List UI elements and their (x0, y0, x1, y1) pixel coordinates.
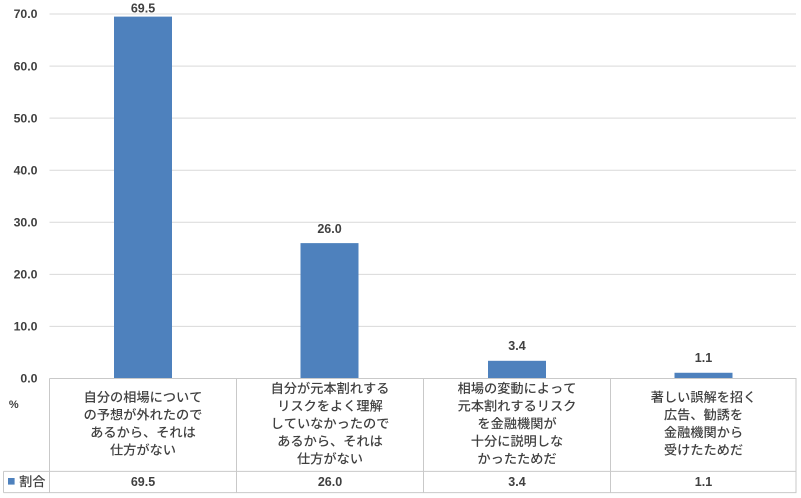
svg-text:3.4: 3.4 (508, 339, 525, 353)
svg-text:26.0: 26.0 (318, 475, 342, 489)
svg-text:1.1: 1.1 (695, 351, 712, 365)
svg-text:69.5: 69.5 (131, 475, 155, 489)
svg-text:69.5: 69.5 (131, 2, 155, 16)
svg-text:50.0: 50.0 (14, 111, 38, 125)
svg-text:20.0: 20.0 (14, 268, 38, 282)
svg-text:26.0: 26.0 (317, 222, 341, 236)
svg-text:1.1: 1.1 (695, 475, 712, 489)
svg-text:10.0: 10.0 (14, 320, 38, 334)
svg-text:70.0: 70.0 (14, 7, 38, 21)
svg-text:40.0: 40.0 (14, 163, 38, 177)
svg-text:0.0: 0.0 (20, 372, 37, 386)
svg-text:60.0: 60.0 (14, 59, 38, 73)
svg-text:3.4: 3.4 (508, 475, 525, 489)
svg-text:%: % (9, 399, 19, 411)
svg-text:30.0: 30.0 (14, 215, 38, 229)
